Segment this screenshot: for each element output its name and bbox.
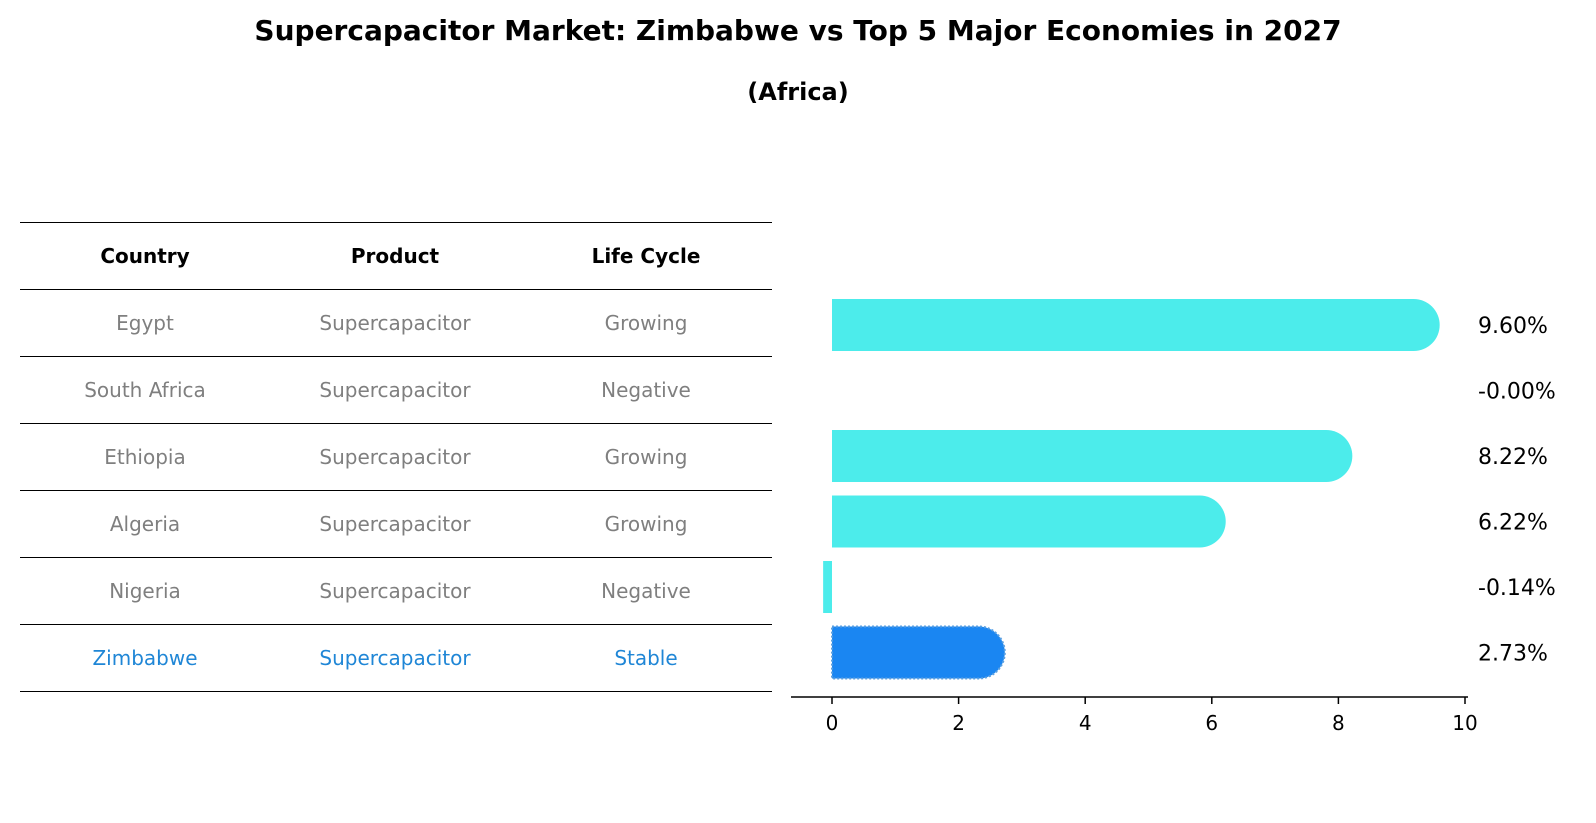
product-cell: Supercapacitor [319,378,471,402]
product-cell: Supercapacitor [319,579,471,603]
life-cycle-cell: Growing [604,512,688,536]
life-cycle-cell: Growing [604,445,688,469]
country-cell: South Africa [84,378,206,402]
table-row: South Africa Supercapacitor Negative [20,356,772,423]
x-tick-label: 6 [1205,711,1218,735]
data-label: 8.22% [1478,445,1548,470]
product-cell: Supercapacitor [319,512,471,536]
x-tick-label: 4 [1079,711,1092,735]
x-tick-label: 2 [952,711,965,735]
x-tick-label: 8 [1332,711,1345,735]
header-country: Country [100,244,190,268]
data-label: 9.60% [1478,314,1548,339]
bar-egypt [832,299,1440,351]
highlight-outline [831,625,1006,680]
country-cell: Egypt [116,311,174,335]
life-cycle-cell: Negative [601,378,691,402]
x-tick-label: 10 [1452,711,1477,735]
product-cell: Supercapacitor [319,646,471,670]
product-cell: Supercapacitor [319,311,471,335]
bar-zimbabwe [832,626,1005,679]
life-cycle-cell: Stable [614,646,678,670]
data-label: 2.73% [1478,642,1548,667]
product-cell: Supercapacitor [319,445,471,469]
life-cycle-cell: Growing [604,311,688,335]
country-cell: Zimbabwe [92,646,198,670]
table-row: Algeria Supercapacitor Growing [20,490,772,557]
bar-algeria [832,495,1226,548]
data-label: -0.14% [1478,576,1556,601]
header-product: Product [350,244,440,268]
bar-nigeria [823,561,832,613]
country-cell: Algeria [109,512,181,536]
country-cell: Ethiopia [104,445,186,469]
table-row-highlighted: Zimbabwe Supercapacitor Stable [20,624,772,692]
table-header-row: Country Product Life Cycle [20,222,772,289]
table-row: Ethiopia Supercapacitor Growing [20,423,772,490]
x-tick-label: 0 [826,711,839,735]
table-row: Nigeria Supercapacitor Negative [20,557,772,624]
table-row: Egypt Supercapacitor Growing [20,289,772,356]
country-cell: Nigeria [109,579,181,603]
life-cycle-cell: Negative [601,579,691,603]
chart-title: Supercapacitor Market: Zimbabwe vs Top 5… [254,14,1342,47]
data-table: Country Product Life Cycle Egypt Superca… [20,222,772,692]
data-label: -0.00% [1478,380,1556,405]
header-life-cycle: Life Cycle [591,244,701,268]
bar-ethiopia [832,430,1353,482]
data-label: 6.22% [1478,511,1548,536]
chart-subtitle: (Africa) [747,78,849,106]
